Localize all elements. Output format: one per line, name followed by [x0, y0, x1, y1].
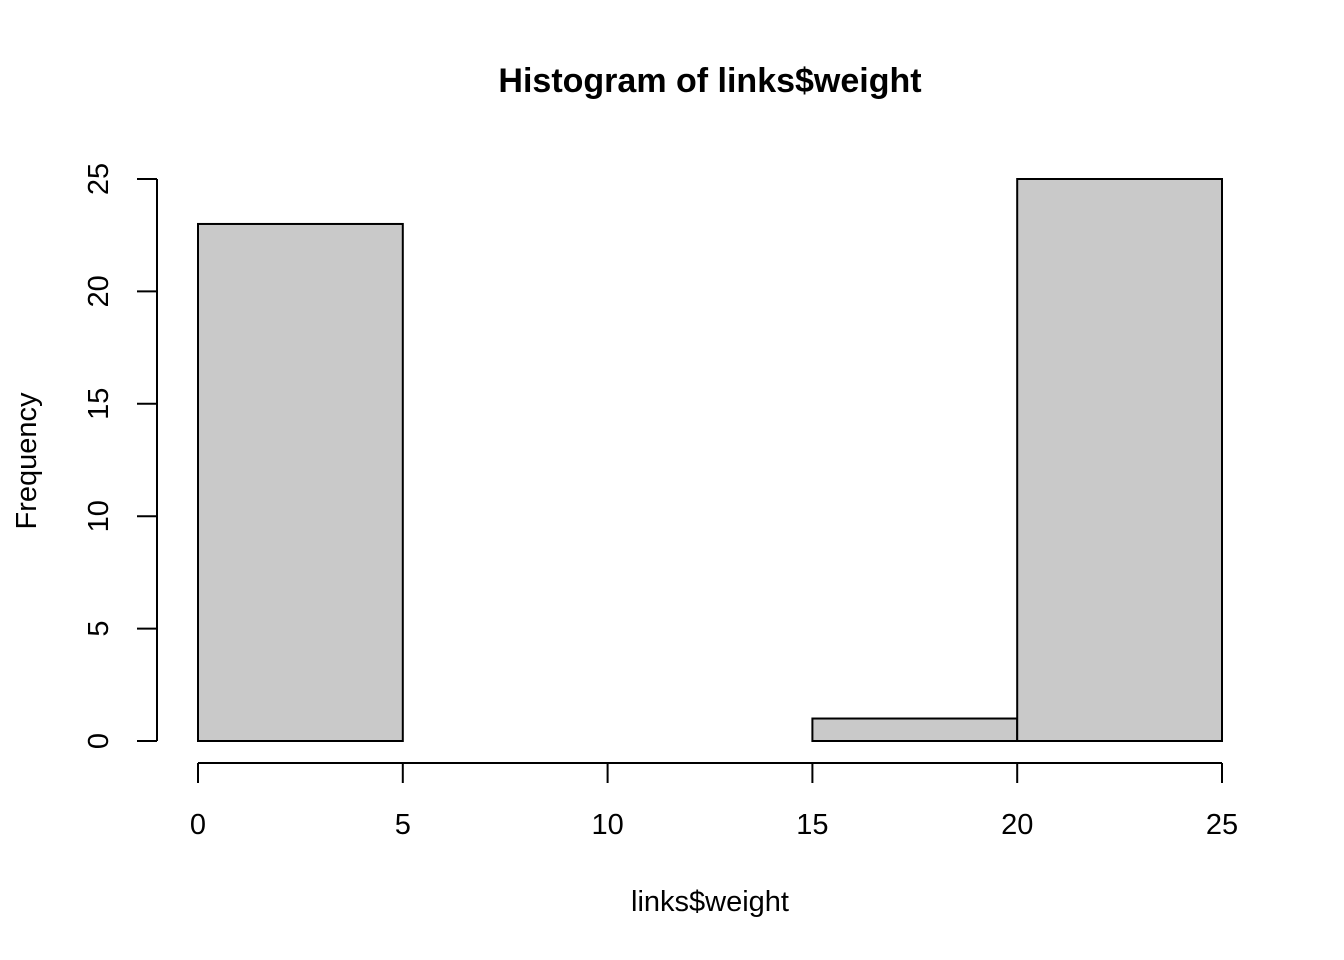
y-tick-label-5: 25	[83, 163, 115, 195]
y-tick-label-0: 0	[83, 733, 115, 749]
x-tick-label-4: 20	[1001, 809, 1033, 841]
x-tick-label-2: 10	[591, 809, 623, 841]
y-tick-label-2: 10	[83, 500, 115, 532]
y-tick-label-4: 20	[83, 275, 115, 307]
chart-title: Histogram of links$weight	[498, 62, 921, 100]
y-axis: 0 5 10 15 20 25	[83, 163, 158, 749]
x-tick-label-1: 5	[395, 809, 411, 841]
y-axis-label: Frequency	[11, 392, 43, 530]
y-tick-label-3: 15	[83, 388, 115, 420]
x-tick-label-5: 25	[1206, 809, 1238, 841]
histogram-bar-0	[197, 222, 404, 742]
y-tick-label-1: 5	[83, 621, 115, 637]
x-axis-label: links$weight	[631, 886, 789, 918]
x-axis: 0 5 10 15 20 25	[190, 762, 1238, 841]
histogram-bar-3	[811, 717, 1019, 743]
x-tick-label-3: 15	[796, 809, 828, 841]
x-tick-label-0: 0	[190, 809, 206, 841]
histogram-bar-4	[1016, 178, 1224, 742]
bars-group	[197, 178, 1224, 743]
